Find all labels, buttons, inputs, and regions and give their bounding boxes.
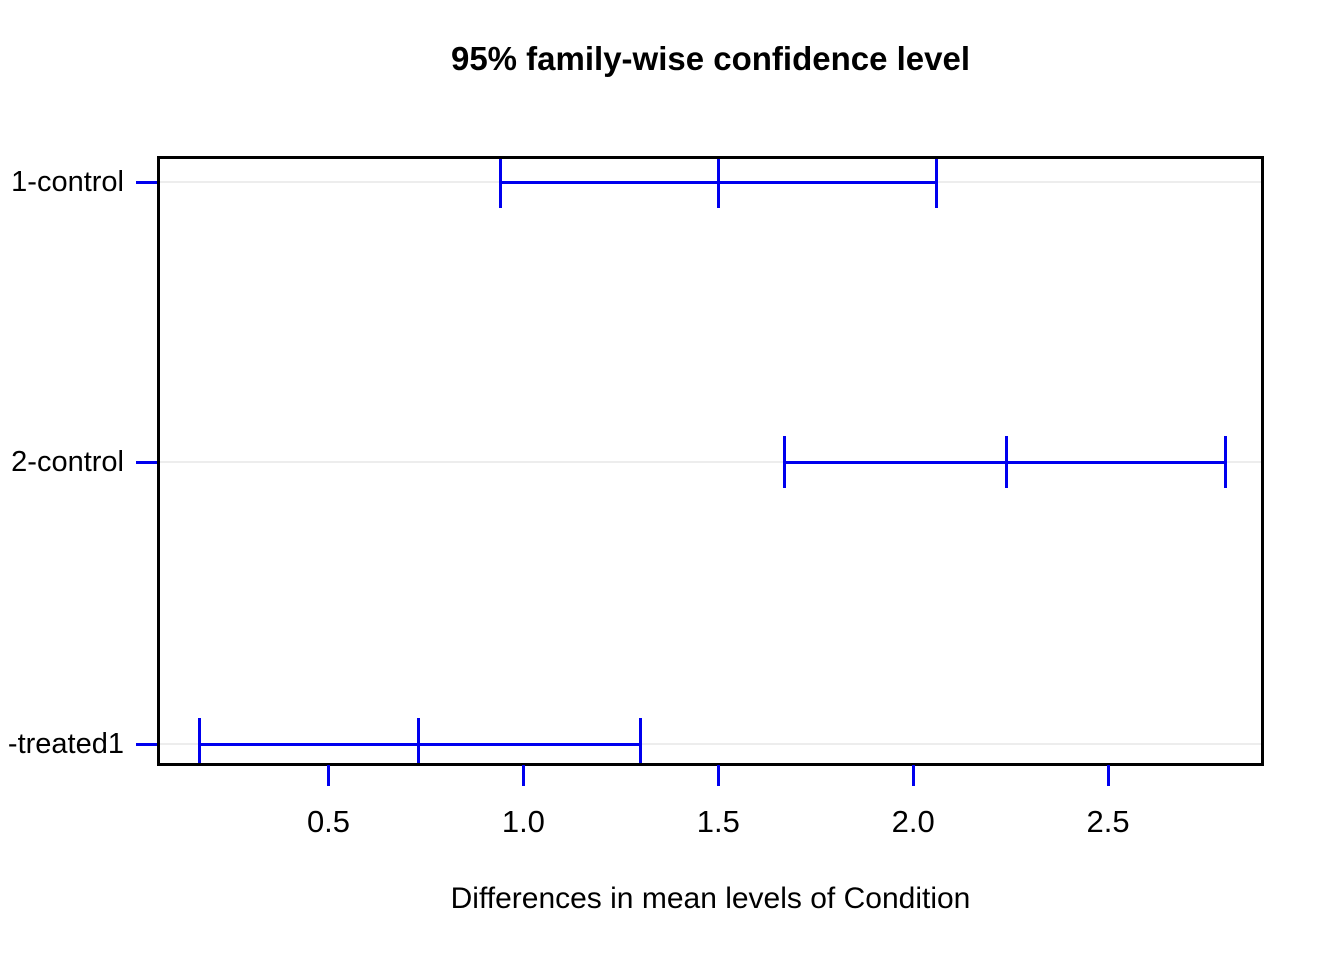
ci-center-tick <box>716 159 720 208</box>
ci-interval-line <box>199 742 641 746</box>
y-axis-tick <box>136 742 157 746</box>
x-axis-tick <box>521 765 525 786</box>
y-axis-label: 1-control <box>11 166 124 198</box>
ci-lower-cap <box>498 159 502 208</box>
row-refline <box>160 743 1261 745</box>
y-axis-tick <box>136 180 157 184</box>
ci-lower-cap <box>783 436 787 488</box>
x-axis-tick <box>327 765 330 786</box>
ci-center-tick <box>1005 436 1009 488</box>
x-axis-tick-label: 0.5 <box>306 804 351 839</box>
ci-lower-cap <box>198 718 202 763</box>
chart-title: 95% family-wise confidence level <box>450 40 971 77</box>
row-refline <box>160 461 1261 463</box>
ci-interval-line <box>784 460 1225 464</box>
x-axis-tick-label: 1.5 <box>696 804 740 839</box>
ci-upper-cap <box>638 718 642 763</box>
x-axis-tick-label: 1.0 <box>501 804 545 839</box>
x-axis-tick-label: 2.0 <box>891 804 935 839</box>
x-axis-tick <box>716 765 720 786</box>
x-axis-tick-label: 2.5 <box>1086 804 1130 839</box>
y-axis-tick <box>136 460 157 464</box>
plot-box <box>157 156 1264 766</box>
ci-center-tick <box>416 718 420 763</box>
x-axis-tick <box>911 765 915 786</box>
y-axis-label: 2-control <box>11 446 124 478</box>
x-axis-label: Differences in mean levels of Condition <box>450 882 971 915</box>
x-axis-tick <box>1106 765 1110 786</box>
ci-upper-cap <box>1223 436 1227 488</box>
ci-upper-cap <box>935 159 939 208</box>
y-axis-label: -treated1 <box>7 728 124 760</box>
